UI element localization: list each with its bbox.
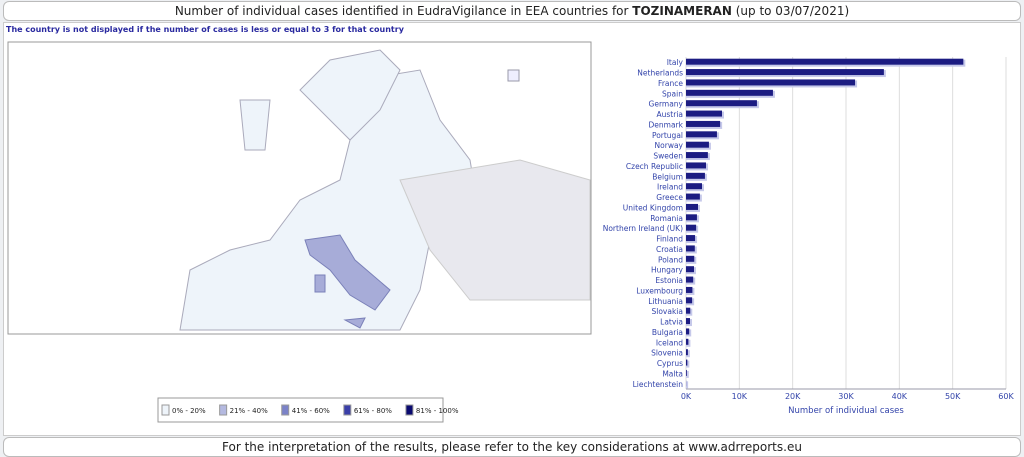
legend-label: 81% - 100% — [416, 407, 459, 415]
bar — [686, 100, 757, 107]
legend-swatch — [161, 404, 170, 416]
bar — [686, 203, 698, 210]
x-tick-label: 20K — [785, 392, 801, 401]
bar-shadow — [686, 381, 689, 389]
title: Number of individual cases identified in… — [174, 4, 629, 18]
legend-swatch — [343, 404, 352, 416]
bar — [686, 369, 687, 376]
footer: For the interpretation of the results, p… — [3, 437, 1021, 457]
bar — [686, 328, 690, 335]
bar — [686, 245, 695, 252]
bar — [686, 58, 964, 65]
title-drug: TOZINAMERAN — [632, 4, 732, 18]
y-tick-label: France — [658, 79, 683, 88]
bar — [686, 224, 697, 231]
bar — [686, 338, 689, 345]
y-tick-label: Romania — [650, 214, 683, 223]
footer-text: For the interpretation of the results, p… — [222, 440, 802, 454]
bar — [686, 69, 884, 76]
x-tick-label: 10K — [732, 392, 748, 401]
y-tick-label: Estonia — [655, 276, 683, 285]
bar — [686, 297, 693, 304]
y-tick-label: Sweden — [653, 152, 683, 161]
y-tick-label: Spain — [662, 89, 683, 98]
bar — [686, 307, 691, 314]
legend-label: 0% - 20% — [172, 407, 206, 415]
bar — [686, 131, 717, 138]
bar — [686, 235, 696, 242]
y-tick-label: Lithuania — [648, 297, 683, 306]
bar — [686, 276, 694, 283]
y-tick-label: Portugal — [652, 131, 683, 140]
bar — [686, 152, 708, 159]
bar — [686, 266, 694, 273]
y-tick-label: Cyprus — [657, 359, 683, 368]
legend-label: 61% - 80% — [354, 407, 392, 415]
y-tick-label: Liechtenstein — [633, 380, 684, 389]
y-tick-label: Denmark — [649, 120, 684, 129]
x-tick-label: 50K — [945, 392, 961, 401]
header: Number of individual cases identified in… — [3, 1, 1021, 21]
y-tick-label: Austria — [657, 110, 684, 119]
y-tick-label: Latvia — [660, 318, 683, 327]
title-date: (up to 03/07/2021) — [735, 4, 850, 18]
bar-shadow — [686, 360, 690, 368]
bar — [686, 255, 695, 262]
x-tick-label: 0K — [681, 392, 692, 401]
y-tick-label: Czech Republic — [626, 162, 683, 171]
legend-label: 41% - 60% — [292, 407, 330, 415]
bar — [686, 79, 856, 86]
y-tick-label: Poland — [658, 255, 683, 264]
y-tick-label: Slovenia — [651, 349, 683, 358]
y-tick-label: Luxembourg — [636, 286, 683, 295]
y-tick-label: Hungary — [651, 266, 684, 275]
y-tick-label: Italy — [667, 58, 684, 67]
y-tick-label: Greece — [656, 193, 683, 202]
y-tick-label: Northern Ireland (UK) — [603, 224, 683, 233]
x-tick-label: 60K — [998, 392, 1014, 401]
map — [7, 41, 592, 335]
y-tick-label: Malta — [662, 369, 683, 378]
x-axis-title: Number of individual cases — [788, 406, 904, 416]
y-tick-label: Netherlands — [637, 69, 683, 78]
bar — [686, 349, 688, 356]
y-tick-label: United Kingdom — [623, 203, 683, 212]
y-tick-label: Bulgaria — [652, 328, 683, 337]
note: The country is not displayed if the numb… — [6, 25, 404, 34]
bar — [686, 120, 721, 127]
y-tick-label: Norway — [655, 141, 684, 150]
bar — [686, 172, 705, 179]
bar — [686, 183, 702, 190]
y-tick-label: Iceland — [656, 338, 683, 347]
y-tick-label: Ireland — [657, 183, 683, 192]
bar — [686, 141, 709, 148]
legend-swatch — [281, 404, 290, 416]
bar — [686, 214, 697, 221]
legend-swatch — [405, 404, 414, 416]
bar — [686, 162, 706, 169]
y-tick-label: Croatia — [656, 245, 683, 254]
x-tick-label: 40K — [892, 392, 908, 401]
map-legend — [157, 397, 444, 423]
legend-swatch — [219, 404, 228, 416]
bar-shadow — [686, 350, 690, 358]
bar-shadow — [686, 370, 689, 378]
y-tick-label: Slovakia — [652, 307, 684, 316]
bar — [686, 89, 773, 96]
y-tick-label: Belgium — [652, 172, 683, 181]
bar — [686, 110, 722, 117]
y-tick-label: Germany — [649, 100, 684, 109]
bar — [686, 318, 690, 325]
x-tick-label: 30K — [838, 392, 854, 401]
bar — [686, 286, 693, 293]
bar — [686, 359, 688, 366]
bar — [686, 193, 700, 200]
y-tick-label: Finland — [656, 235, 683, 244]
legend-label: 21% - 40% — [230, 407, 268, 415]
